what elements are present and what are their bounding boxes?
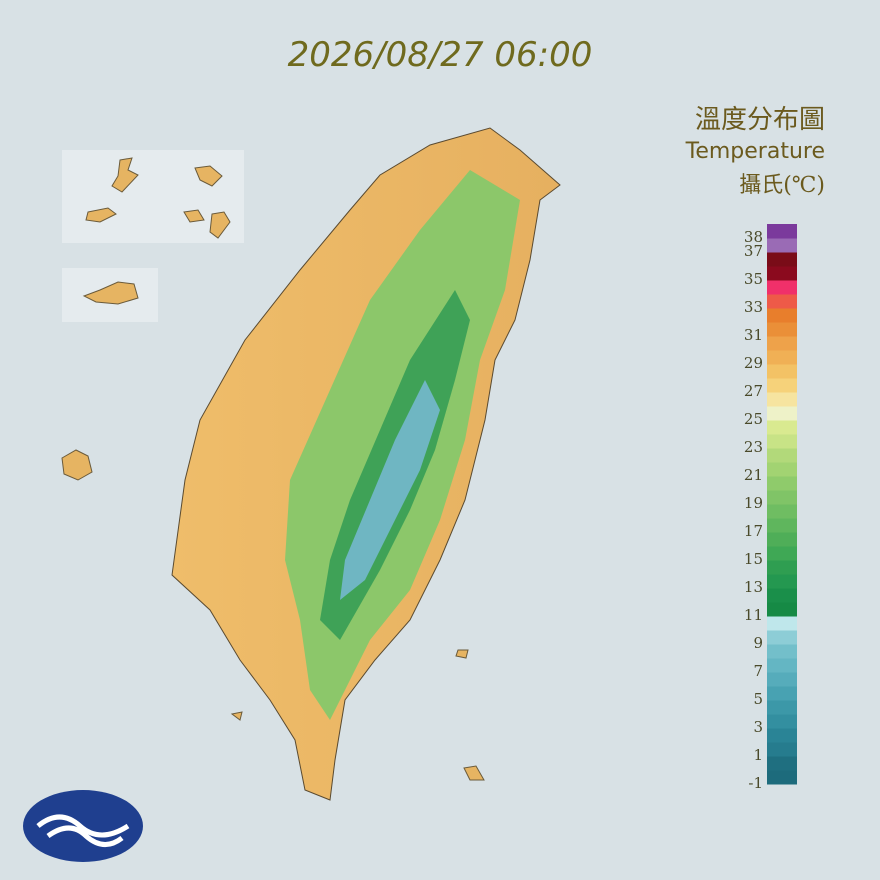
colorbar-bin (767, 434, 797, 449)
colorbar-bin (767, 406, 797, 421)
colorbar-tick-label: 29 (744, 354, 763, 372)
colorbar-tick-label: 38 (744, 228, 763, 246)
colorbar-bin (767, 392, 797, 407)
colorbar-bin (767, 700, 797, 715)
legend-unit: 攝氏(℃) (739, 173, 825, 198)
colorbar-tick-label: 35 (744, 270, 763, 288)
colorbar-bin (767, 308, 797, 323)
islands (61, 157, 485, 781)
colorbar-tick-label: 37 (744, 242, 763, 260)
colorbar-tick-label: 5 (753, 690, 763, 708)
colorbar-bin (767, 602, 797, 617)
colorbar-bin (767, 546, 797, 561)
legend-subtitle: Temperature (685, 139, 825, 164)
colorbar-tick-label: 15 (744, 550, 763, 568)
taiwan-peaks (340, 380, 440, 600)
colorbar-bin (767, 644, 797, 659)
colorbar-bin (767, 574, 797, 589)
colorbar-bin (767, 686, 797, 701)
timestamp: 2026/08/27 06:00 (288, 35, 593, 75)
colorbar-tick-label: 23 (744, 438, 763, 456)
colorbar-bin (767, 672, 797, 687)
colorbar-tick-label: 21 (744, 466, 763, 484)
colorbar-bin (767, 224, 797, 239)
colorbar-bin (767, 756, 797, 771)
colorbar-bin (767, 658, 797, 673)
colorbar-tick-label: 33 (744, 298, 763, 316)
colorbar-bin (767, 322, 797, 337)
colorbar-tick-label: 11 (744, 606, 763, 624)
colorbar-bin (767, 378, 797, 393)
colorbar-bin (767, 532, 797, 547)
colorbar-tick-label: 1 (753, 746, 763, 764)
colorbar-bin (767, 294, 797, 309)
colorbar-bin (767, 420, 797, 435)
colorbar-bin (767, 364, 797, 379)
colorbar-bin (767, 518, 797, 533)
colorbar-tick-label: 19 (744, 494, 763, 512)
colorbar-bin (767, 350, 797, 365)
colorbar-bin (767, 476, 797, 491)
colorbar-tick-label: -1 (748, 774, 763, 792)
colorbar-tick-label: 25 (744, 410, 763, 428)
colorbar-bin (767, 266, 797, 281)
colorbar-bin (767, 462, 797, 477)
colorbar-tick-label: 31 (744, 326, 763, 344)
logo-wave (36, 814, 130, 847)
colorbar-bin (767, 616, 797, 631)
colorbar-bin (767, 588, 797, 603)
colorbar-bin (767, 630, 797, 645)
colorbar-tick-label: 13 (744, 578, 763, 596)
colorbar-bin (767, 770, 797, 785)
colorbar-bin (767, 448, 797, 463)
colorbar-bin (767, 336, 797, 351)
colorbar-bin (767, 714, 797, 729)
colorbar-bin (767, 560, 797, 575)
colorbar-tick-label: 7 (753, 662, 763, 680)
colorbar-bin (767, 490, 797, 505)
colorbar-bin (767, 742, 797, 757)
colorbar-tick-label: 3 (753, 718, 763, 736)
colorbar-tick-label: 17 (744, 522, 763, 540)
colorbar-bin (767, 238, 797, 253)
colorbar-bin (767, 504, 797, 519)
colorbar-bin (767, 252, 797, 267)
legend-title: 溫度分布圖 (695, 105, 825, 135)
colorbar-bin (767, 728, 797, 743)
colorbar-tick-label: 27 (744, 382, 763, 400)
colorbar-tick-label: 9 (753, 634, 763, 652)
colorbar-bin (767, 280, 797, 295)
